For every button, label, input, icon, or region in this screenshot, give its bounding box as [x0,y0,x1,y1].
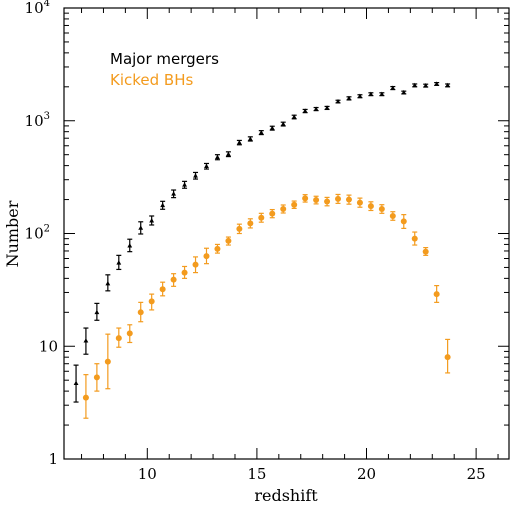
data-point [181,269,188,276]
data-point [401,89,407,95]
data-point [105,280,111,286]
data-point [390,85,396,90]
data-point [247,136,253,141]
x-axis-title: redshift [254,486,318,505]
data-point [193,173,198,178]
data-point [94,309,100,315]
data-point [93,374,100,381]
data-point [400,218,407,225]
data-point [104,358,111,365]
data-point [170,276,177,283]
series-1 [82,193,451,419]
data-point [379,91,385,96]
x-tick-label: 10 [138,465,157,483]
legend-entry-kicked-bhs: Kicked BHs [110,71,193,89]
data-point [247,220,254,227]
axis-ticks: 10 15 20 25 1 10 102 103 104 [25,0,509,483]
data-point [82,394,89,401]
data-point [280,205,287,212]
data-point [171,191,177,196]
data-point [269,125,275,130]
data-point [236,225,243,232]
data-point [422,248,429,255]
y-tick-label: 104 [25,0,50,17]
x-tick-label: 15 [247,465,266,483]
data-point [313,197,320,204]
data-point [433,291,440,298]
data-point [434,81,440,86]
data-point [215,154,220,160]
legend: Major mergers Kicked BHs [110,50,219,89]
data-point [324,198,331,205]
data-point [116,260,122,265]
data-point [203,253,210,260]
data-point [324,105,330,110]
data-point [192,261,199,268]
data-point [280,121,286,126]
data-point [445,82,451,88]
data-point [73,380,79,386]
data-point [368,91,374,96]
data-point [302,195,309,202]
data-point [258,214,265,221]
data-point [345,196,352,203]
data-point [83,338,89,343]
data-point [160,202,166,208]
data-point [335,98,341,104]
data-point [226,151,231,157]
x-tick-label: 20 [357,465,376,483]
data-point [356,199,363,206]
data-point [302,108,308,113]
data-point [269,210,276,217]
data-point [182,182,187,187]
data-point [148,298,155,305]
y-tick-label: 10 [39,337,58,355]
data-point [127,243,133,248]
data-point [378,205,385,212]
data-point [346,95,352,101]
data-point [335,195,342,202]
series-0 [73,81,451,403]
data-point [367,203,374,210]
data-marks [73,81,451,419]
data-point [291,201,298,208]
data-point [258,130,264,135]
data-point [357,93,363,99]
data-point [389,212,396,219]
data-point [204,163,209,169]
y-tick-label: 102 [25,224,50,243]
x-tick-label: 25 [467,465,486,483]
data-point [214,245,221,252]
data-point [138,225,144,230]
data-point [444,354,451,361]
data-point [115,335,122,342]
data-point [126,330,133,337]
data-point [137,309,144,316]
legend-entry-major-mergers: Major mergers [110,50,219,68]
data-point [412,82,418,88]
y-tick-label: 1 [48,450,58,468]
data-point [225,237,232,244]
data-point [423,82,429,88]
data-point [236,140,242,145]
y-tick-label: 103 [25,111,50,130]
data-point [411,235,418,242]
data-point [149,218,155,223]
data-point [291,114,297,119]
y-axis-title: Number [3,200,22,267]
data-point [159,286,166,293]
data-point [313,106,319,111]
